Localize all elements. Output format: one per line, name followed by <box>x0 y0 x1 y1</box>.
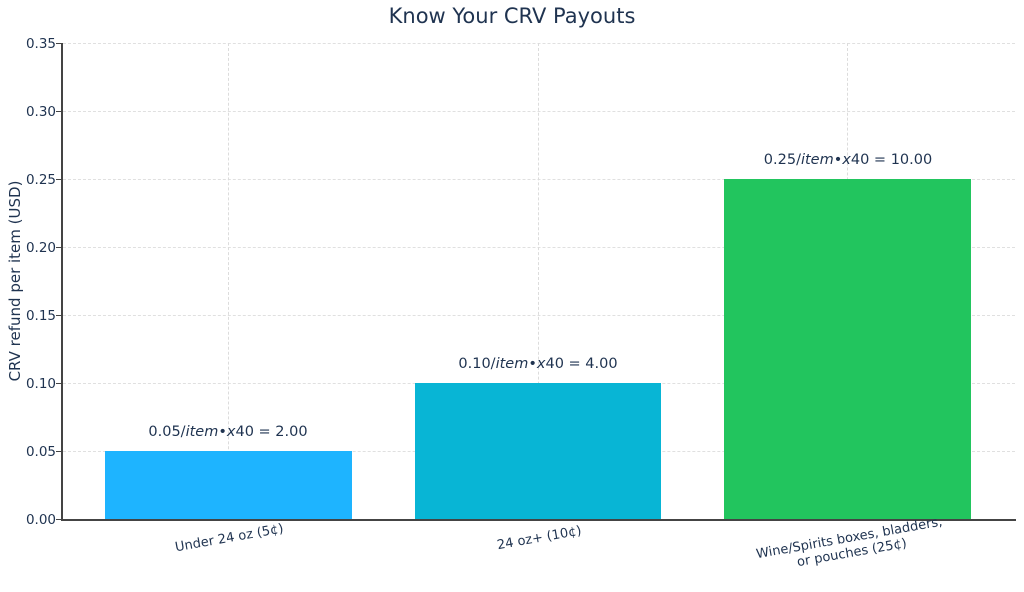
y-tick-label: 0.30 <box>25 104 56 120</box>
y-tick <box>56 519 61 520</box>
bar-24oz-plus <box>415 383 661 519</box>
y-tick-label: 0.10 <box>25 376 56 392</box>
x-tick-label: 24 oz+ (10¢) <box>495 523 583 554</box>
gridline <box>63 247 1015 248</box>
x-tick-label: Under 24 oz (5¢) <box>173 521 285 556</box>
chart-title: Know Your CRV Payouts <box>388 4 636 28</box>
y-tick-label: 0.20 <box>25 240 56 256</box>
y-tick <box>56 315 61 316</box>
y-tick <box>56 451 61 452</box>
bar-under-24oz <box>105 451 352 519</box>
y-tick <box>56 383 61 384</box>
bar-wine-spirits <box>724 179 971 519</box>
gridline <box>228 43 229 519</box>
bar-annotation: 0.05/item•x40 = 2.00 <box>148 424 308 440</box>
y-tick <box>56 43 61 44</box>
y-axis-label: CRV refund per item (USD) <box>6 180 24 382</box>
gridline <box>63 43 1015 44</box>
y-tick <box>56 247 61 248</box>
x-tick-label: Wine/Spirits boxes, bladders, or pouches … <box>755 515 946 577</box>
y-tick-label: 0.25 <box>25 172 56 188</box>
y-tick-label: 0.35 <box>25 36 56 52</box>
bar-annotation: 0.25/item•x40 = 10.00 <box>763 152 933 168</box>
gridline <box>63 111 1015 112</box>
y-tick-label: 0.15 <box>25 308 56 324</box>
bar-annotation: 0.10/item•x40 = 4.00 <box>458 356 618 372</box>
x-axis <box>61 519 1016 521</box>
y-tick <box>56 111 61 112</box>
y-tick-label: 0.00 <box>25 512 56 528</box>
y-tick <box>56 179 61 180</box>
y-tick-label: 0.05 <box>25 444 56 460</box>
gridline <box>63 179 1015 180</box>
y-axis <box>61 43 63 520</box>
gridline <box>538 43 539 519</box>
gridline <box>63 315 1015 316</box>
